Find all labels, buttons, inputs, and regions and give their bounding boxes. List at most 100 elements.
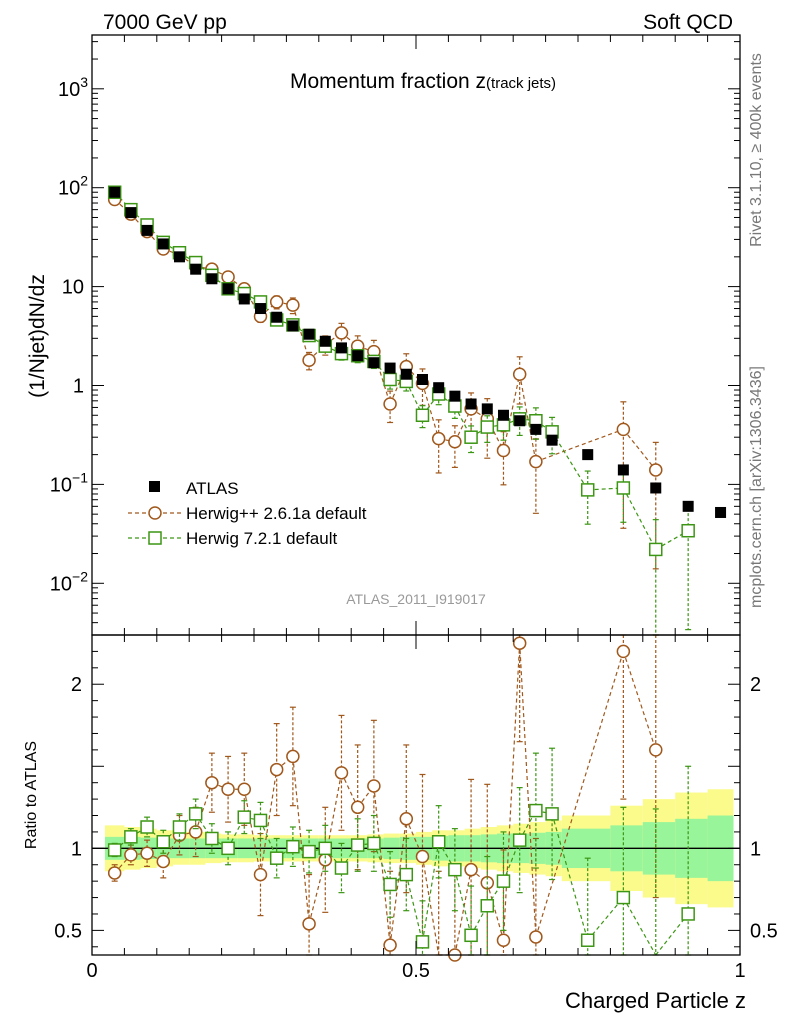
x-tick-label: 0 (86, 960, 97, 982)
legend-herwig7-label: Herwig 7.2.1 default (186, 529, 337, 548)
data-point (124, 848, 138, 862)
atlas-data-point (109, 186, 121, 198)
data-point (383, 938, 397, 952)
data-point (350, 800, 365, 815)
analysis-watermark: ATLAS_2011_I919017 (346, 591, 486, 607)
legend-herwig7-marker (148, 531, 162, 545)
main-y-axis-label: (1/Njet)dN/dz (26, 274, 49, 398)
header-left: 7000 GeV pp (103, 11, 227, 34)
atlas-data-point (303, 328, 315, 340)
atlas-data-point (617, 464, 629, 476)
data-point (580, 933, 595, 947)
atlas-data-point (125, 207, 137, 219)
series-connector (519, 643, 537, 937)
data-point (529, 803, 543, 818)
data-point (649, 463, 663, 477)
atlas-data-point (173, 251, 185, 263)
data-point (580, 483, 595, 497)
atlas-data-point (715, 506, 727, 518)
atlas-data-point (400, 368, 412, 380)
mcplots-label: mcplots.cern.ch [arXiv:1306.3436] (748, 366, 765, 608)
series-connector (438, 841, 456, 870)
data-point (616, 890, 631, 905)
data-point (448, 399, 462, 413)
data-point (512, 833, 527, 847)
legend: ATLAS Herwig++ 2.6.1a default Herwig 7.2… (128, 479, 367, 548)
data-point (399, 867, 414, 882)
atlas-data-point (546, 434, 558, 446)
data-point (616, 481, 631, 495)
series-connector (308, 859, 326, 924)
series-connector (162, 834, 180, 862)
atlas-data-point (449, 390, 461, 402)
data-point (253, 813, 268, 828)
series-connector (421, 383, 440, 439)
data-point (124, 830, 138, 844)
data-point (107, 843, 122, 857)
series-connector (243, 789, 262, 875)
data-point (496, 874, 511, 888)
x-tick-label: 0.5 (402, 960, 430, 982)
main-y-tick-label: 102 (58, 173, 88, 200)
data-point (383, 397, 397, 411)
data-point (334, 326, 349, 340)
series-connector (292, 304, 310, 361)
atlas-data-point (271, 311, 283, 323)
atlas-data-point (222, 283, 234, 295)
series-connector (389, 818, 407, 946)
main-y-tick-label: 10−2 (50, 568, 88, 595)
data-point (156, 854, 171, 869)
series-connector (551, 813, 589, 941)
legend-atlas-marker (149, 481, 160, 492)
data-point (616, 422, 631, 437)
series-connector (655, 913, 689, 956)
series-connector (551, 431, 589, 491)
data-point (415, 935, 430, 949)
rivet-version-label: Rivet 3.1.10, ≥ 400k events (748, 53, 765, 247)
atlas-data-point (352, 350, 364, 362)
atlas-data-point (650, 482, 662, 494)
atlas-data-point (141, 224, 153, 236)
data-point (464, 928, 478, 943)
data-point (334, 861, 349, 875)
data-point (415, 408, 430, 423)
series-connector (622, 487, 657, 550)
series-connector (519, 374, 537, 462)
data-point (681, 907, 695, 921)
data-point (496, 443, 511, 458)
ratio-y-axis-label: Ratio to ATLAS (23, 741, 40, 849)
main-y-tick-label: 10 (62, 277, 84, 299)
data-point (350, 838, 365, 852)
series-connector (502, 839, 521, 882)
atlas-data-point (157, 238, 169, 250)
series-connector (622, 897, 657, 956)
data-point (302, 844, 316, 859)
data-point (302, 353, 316, 368)
atlas-data-point (190, 263, 202, 275)
legend-herwigpp-label: Herwig++ 2.6.1a default (186, 504, 367, 523)
data-point (649, 542, 663, 557)
data-point (253, 867, 268, 882)
data-point (431, 835, 446, 849)
ratio-y-tick-label-right: 0.5 (750, 920, 778, 942)
data-point (367, 836, 381, 851)
legend-atlas-label: ATLAS (186, 479, 239, 498)
main-y-tick-label: 10−1 (50, 469, 88, 496)
data-point (649, 743, 663, 757)
ratio-panel-marks (107, 634, 695, 962)
data-point (512, 367, 527, 381)
ratio-y-tick-label: 1 (71, 838, 82, 860)
data-point (681, 523, 695, 538)
ratio-y-tick-label-right: 1 (750, 838, 761, 860)
atlas-data-point (368, 357, 380, 369)
atlas-data-point (335, 342, 347, 354)
data-point (383, 372, 397, 387)
ratio-y-tick-label: 2 (71, 674, 82, 696)
series-connector (454, 869, 472, 956)
atlas-data-point (481, 403, 493, 415)
data-point (545, 807, 559, 821)
data-point (464, 430, 478, 444)
ratio-y-tick-label: 0.5 (54, 920, 82, 942)
data-point (140, 820, 154, 834)
